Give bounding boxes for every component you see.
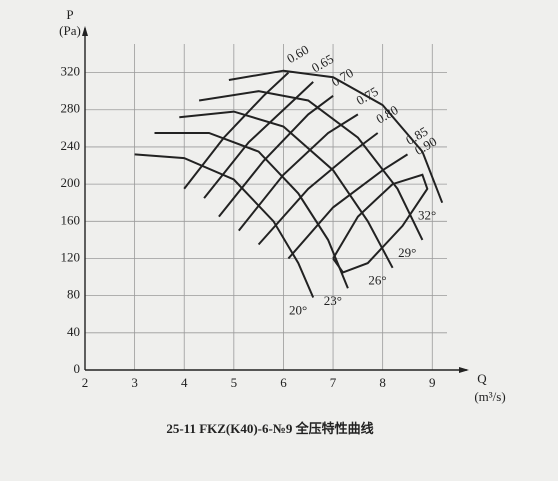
x-tick-label: 4: [181, 375, 188, 390]
series-label: 0.80: [373, 102, 400, 126]
curve: [238, 113, 359, 232]
curve: [203, 81, 314, 199]
series-label: 23°: [324, 293, 342, 308]
series-label: 0.60: [284, 42, 311, 66]
y-tick-label: 200: [61, 175, 81, 190]
x-tick-label: 7: [330, 375, 337, 390]
curve: [228, 69, 444, 204]
series-label: 0.65: [309, 51, 336, 75]
curve: [332, 173, 429, 274]
x-tick-label: 9: [429, 375, 436, 390]
curve: [198, 90, 424, 241]
x-axis-label: Q: [477, 371, 487, 386]
x-tick-label: 6: [280, 375, 287, 390]
curve: [218, 94, 334, 218]
y-tick-label: 320: [61, 64, 81, 79]
y-tick-label: 240: [61, 138, 81, 153]
curve: [134, 153, 315, 298]
y-tick-label: 80: [67, 287, 80, 302]
y-tick-label: 0: [74, 361, 81, 376]
series-label: 32°: [418, 208, 436, 223]
x-tick-label: 8: [379, 375, 386, 390]
series-label: 20°: [289, 302, 307, 317]
x-axis-arrow: [459, 367, 469, 373]
curve: [183, 71, 290, 190]
x-tick-label: 2: [82, 375, 89, 390]
curve: [154, 132, 349, 289]
x-axis-unit: (m³/s): [474, 389, 505, 404]
curve: [257, 132, 379, 246]
curve: [179, 110, 394, 269]
y-tick-label: 40: [67, 324, 80, 339]
x-tick-label: 3: [131, 375, 138, 390]
y-axis-arrow: [82, 26, 88, 36]
curve: [287, 153, 409, 260]
series-label: 0.75: [354, 84, 381, 108]
y-tick-label: 160: [61, 212, 81, 227]
x-tick-label: 5: [231, 375, 238, 390]
caption: 25-11 FKZ(K40)-6-№9 全压特性曲线: [166, 421, 373, 436]
series-label: 29°: [398, 245, 416, 260]
y-tick-label: 280: [61, 101, 81, 116]
series-label: 26°: [368, 273, 386, 288]
y-tick-label: 120: [61, 249, 81, 264]
y-axis-label: P: [66, 7, 73, 22]
y-axis-unit: (Pa): [59, 23, 81, 38]
